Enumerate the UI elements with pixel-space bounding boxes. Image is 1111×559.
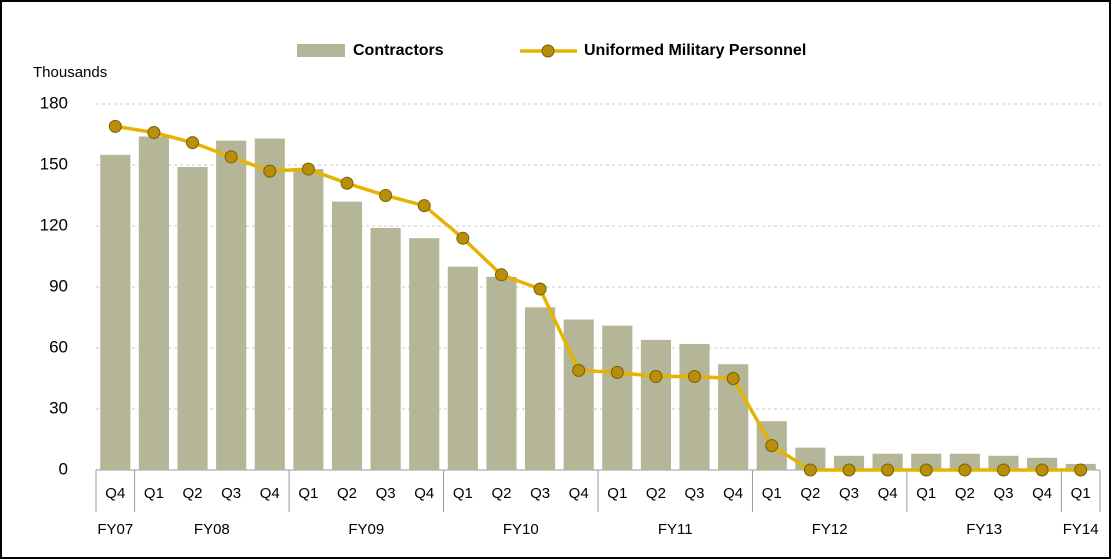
x-tick-label: Q2: [800, 485, 820, 502]
group-label: FY12: [812, 521, 848, 538]
y-tick-label: 150: [40, 154, 68, 173]
marker: [108, 119, 122, 133]
marker: [919, 463, 933, 477]
marker: [649, 369, 663, 383]
bar: [563, 319, 594, 470]
x-tick-label: Q4: [260, 485, 280, 502]
bar: [331, 201, 363, 470]
marker: [456, 231, 470, 245]
bar: [100, 154, 131, 471]
x-tick-label: Q3: [221, 485, 241, 502]
marker: [263, 164, 277, 178]
legend-label: Contractors: [353, 42, 444, 59]
x-tick-label: Q4: [878, 485, 898, 502]
y-tick-label: 0: [59, 459, 68, 478]
x-tick-label: Q4: [1032, 485, 1052, 502]
bar: [640, 339, 671, 470]
group-label: FY13: [966, 521, 1002, 538]
group-label: FY10: [503, 521, 539, 538]
marker: [726, 372, 740, 385]
bar: [988, 455, 1019, 470]
bar: [293, 169, 324, 471]
group-label: FY09: [348, 521, 384, 538]
bar: [872, 453, 903, 470]
legend-swatch: [297, 44, 345, 57]
x-tick-label: Q1: [1071, 485, 1091, 502]
x-tick-label: Q3: [376, 485, 396, 502]
x-tick-label: Q4: [569, 485, 589, 502]
marker: [533, 282, 547, 296]
marker: [147, 125, 161, 139]
y-tick-label: 30: [49, 398, 68, 417]
bar: [525, 307, 556, 470]
bar: [911, 453, 942, 470]
bar: [833, 455, 865, 470]
bar: [370, 228, 401, 470]
bar: [409, 238, 440, 470]
bar: [486, 276, 517, 470]
x-tick-label: Q2: [337, 485, 357, 502]
x-tick-label: Q4: [414, 485, 434, 502]
x-tick-label: Q1: [607, 485, 627, 502]
x-tick-label: Q2: [491, 485, 511, 502]
bar: [254, 138, 285, 471]
marker: [765, 439, 779, 453]
marker: [688, 369, 702, 383]
marker: [803, 463, 817, 477]
x-tick-label: Q4: [105, 485, 125, 502]
group-label: FY14: [1063, 521, 1099, 538]
marker: [379, 189, 393, 202]
marker: [1074, 463, 1088, 477]
x-tick-label: Q1: [762, 485, 782, 502]
x-tick-label: Q3: [685, 485, 705, 502]
marker: [881, 463, 895, 477]
x-tick-label: Q4: [723, 485, 743, 502]
bar: [447, 266, 478, 470]
bar: [216, 140, 247, 470]
x-tick-label: Q2: [955, 485, 975, 502]
marker: [958, 463, 972, 477]
y-tick-label: 120: [40, 215, 68, 234]
marker: [224, 150, 238, 164]
group-label: FY08: [194, 521, 230, 538]
marker: [842, 463, 856, 477]
marker: [340, 176, 354, 190]
y-tick-label: 180: [40, 93, 68, 112]
x-tick-label: Q1: [298, 485, 318, 502]
x-tick-label: Q3: [839, 485, 859, 502]
marker: [186, 136, 200, 150]
marker: [1035, 463, 1049, 477]
x-tick-label: Q3: [993, 485, 1013, 502]
bar: [138, 136, 169, 471]
bar: [679, 343, 710, 470]
legend-marker: [541, 44, 555, 58]
group-label: FY11: [658, 521, 693, 538]
marker: [494, 268, 508, 282]
x-tick-label: Q1: [144, 485, 164, 502]
x-tick-label: Q1: [453, 485, 473, 502]
marker: [417, 199, 431, 213]
y-tick-label: 60: [49, 337, 68, 356]
marker: [301, 162, 315, 176]
x-tick-label: Q1: [916, 485, 936, 502]
bar: [177, 167, 208, 471]
x-tick-label: Q2: [646, 485, 666, 502]
marker: [996, 463, 1010, 477]
y-axis-label: Thousands: [33, 64, 107, 81]
y-tick-label: 90: [49, 276, 68, 295]
group-label: FY07: [97, 521, 133, 538]
legend-label: Uniformed Military Personnel: [584, 42, 806, 59]
bar: [602, 325, 633, 470]
bar: [949, 453, 980, 470]
x-tick-label: Q3: [530, 485, 550, 502]
marker: [610, 365, 624, 379]
marker: [572, 363, 586, 377]
x-tick-label: Q2: [183, 485, 203, 502]
